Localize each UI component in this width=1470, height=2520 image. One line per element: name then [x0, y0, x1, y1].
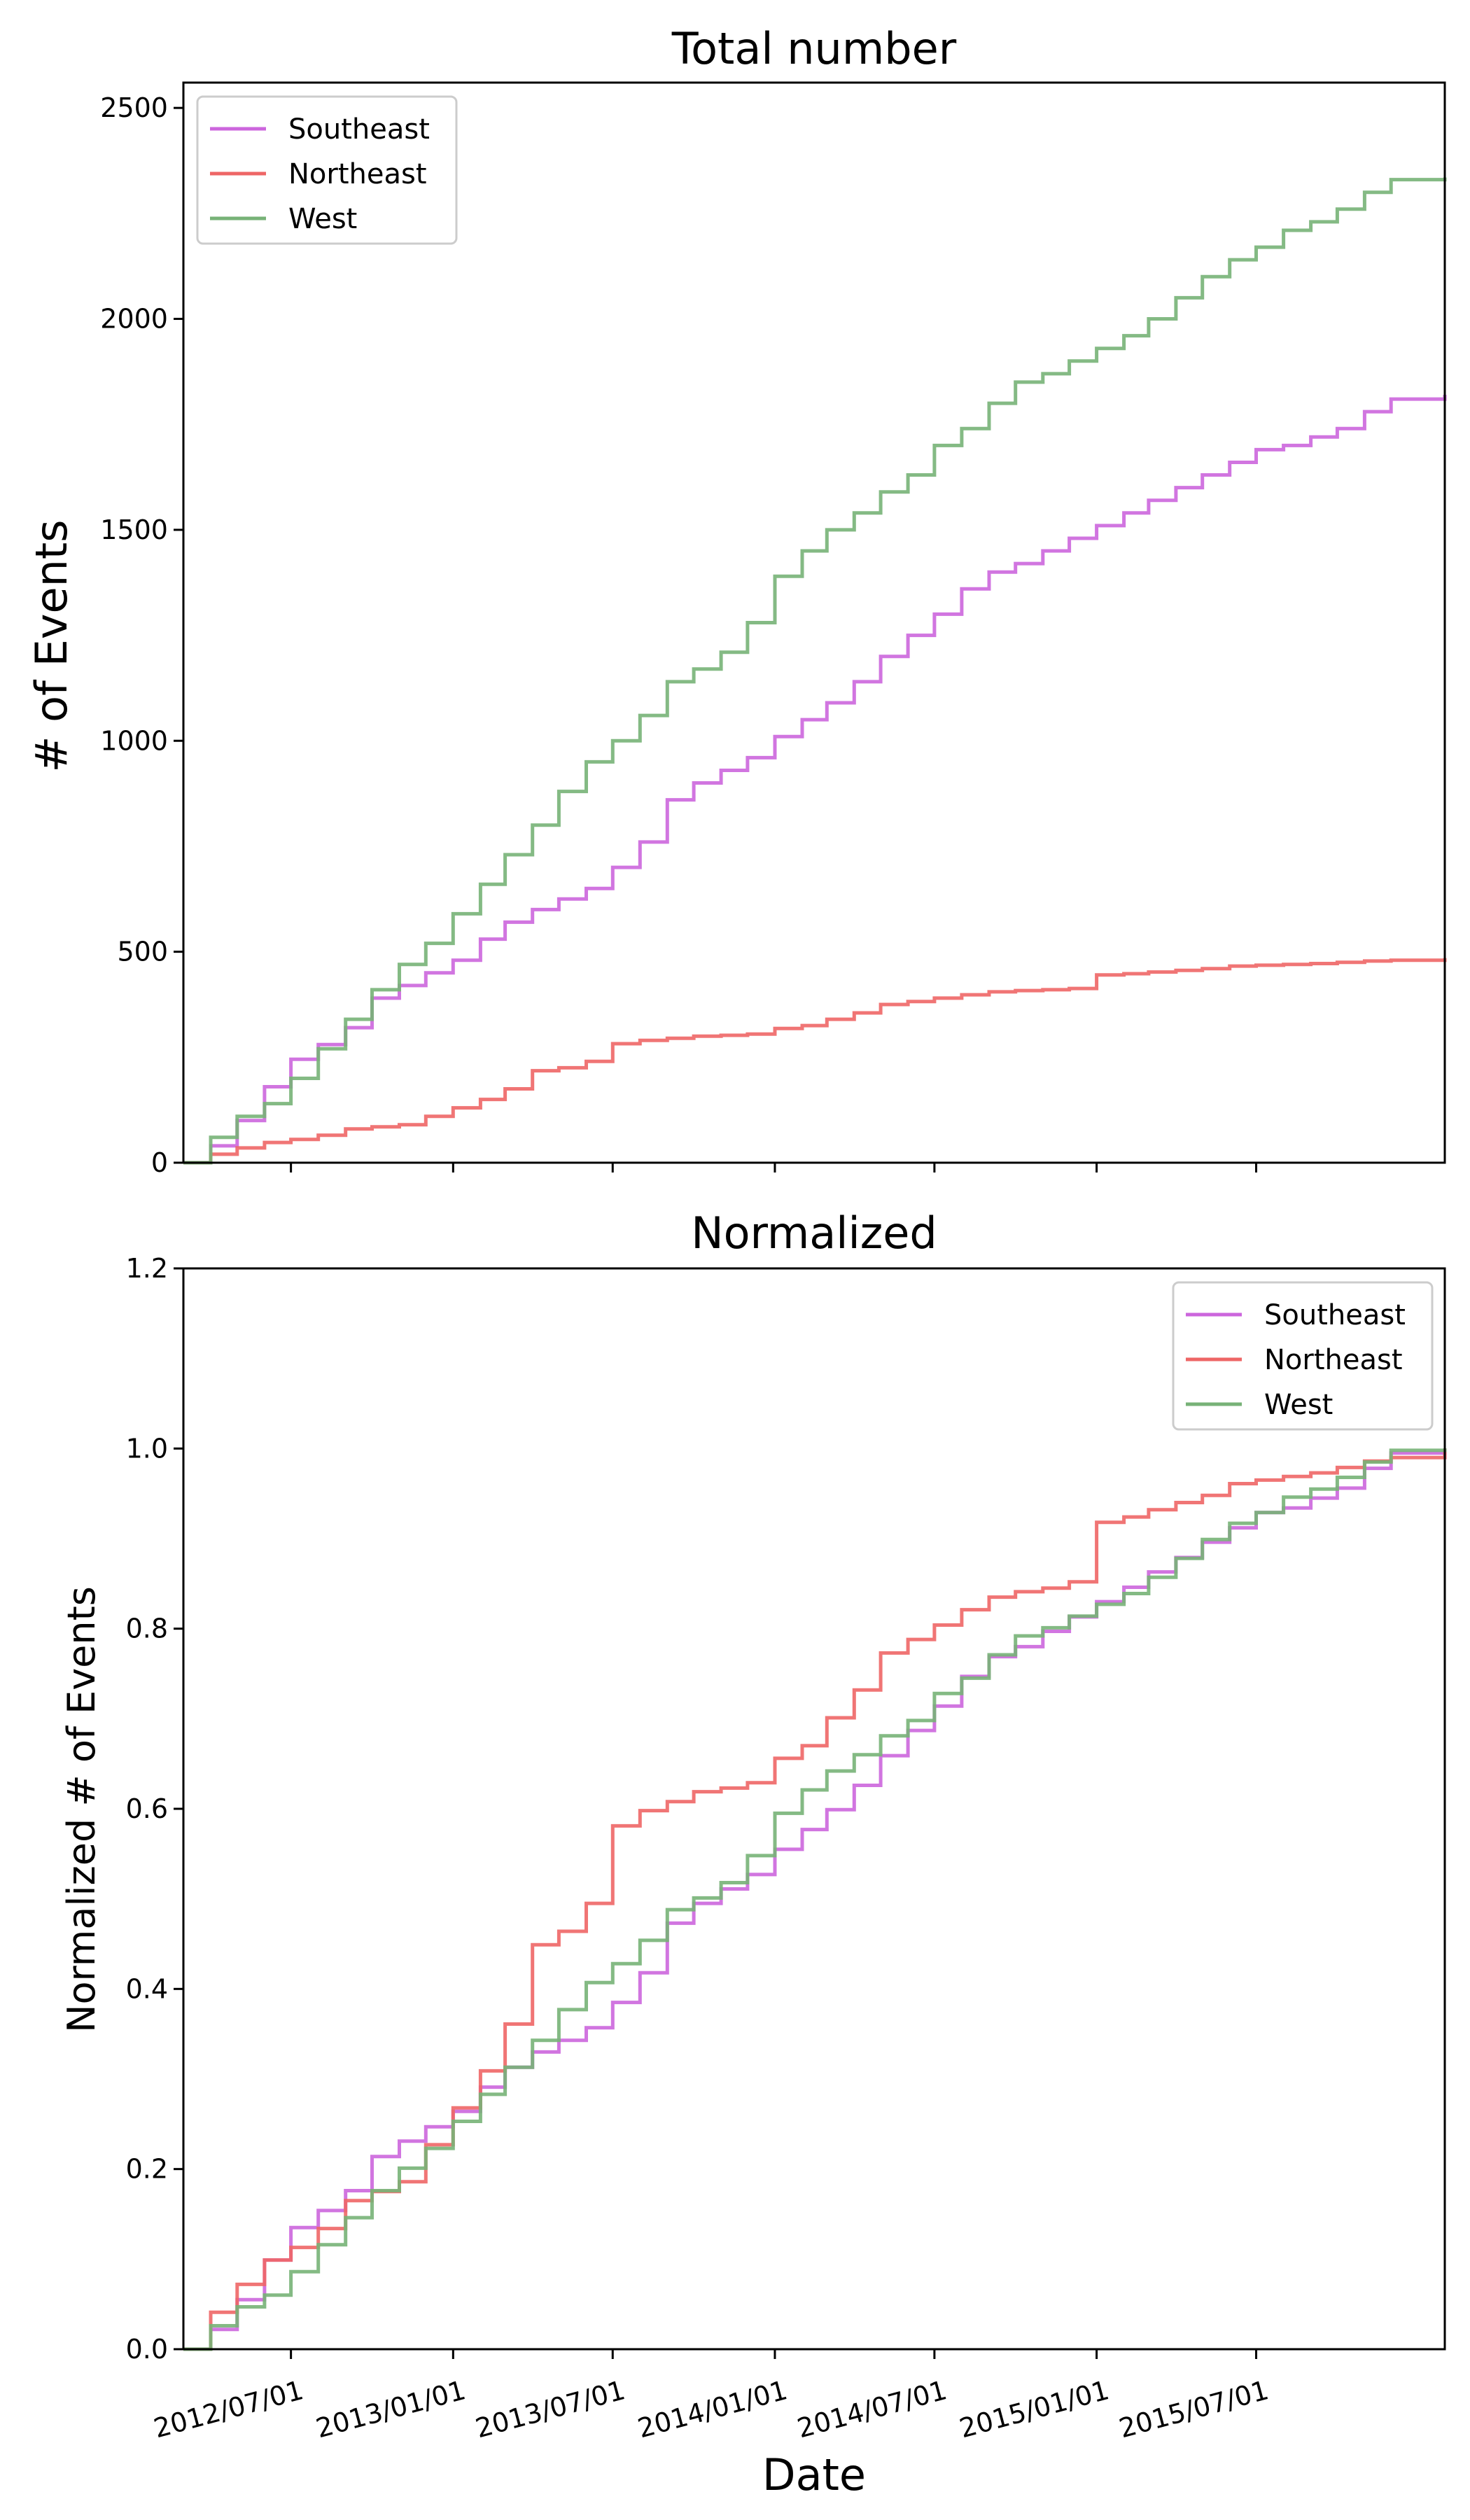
normalized-legend-label-southeast: Southeast — [1264, 1299, 1406, 1331]
total-number-y-axis-label: # of Events — [26, 519, 77, 772]
total-number-plot-frame — [182, 81, 1446, 1164]
total-number-legend: Southeast Northeast West — [196, 95, 458, 245]
total-number-legend-box — [196, 95, 458, 245]
normalized-y-tick-label: 1.0 — [126, 1433, 168, 1464]
total-number-series-line-northeast — [183, 958, 1447, 1165]
total-number-y-tick-label: 1000 — [100, 725, 168, 756]
normalized-legend-label-west: West — [1264, 1389, 1333, 1421]
normalized-y-tick-label: 1.2 — [126, 1253, 168, 1284]
total-number-series-lines — [183, 177, 1447, 1165]
normalized-y-tick-label: 0.8 — [126, 1614, 168, 1644]
total-number-y-ticks: 0 500 1000 1500 2000 2500 — [100, 92, 183, 1178]
total-number-series-line-southeast — [183, 395, 1447, 1165]
x-axis-label: Date — [762, 2449, 866, 2500]
normalized-series-line-west — [183, 1448, 1447, 2351]
total-number-y-tick-label: 2500 — [100, 92, 168, 123]
normalized-legend-box — [1172, 1281, 1434, 1431]
total-number-y-tick-label: 0 — [151, 1147, 168, 1178]
total-number-legend-label-northeast: Northeast — [288, 158, 427, 190]
total-number-panel: Total number # of Events 0 500 1000 1500 200… — [26, 23, 1447, 1178]
total-number-y-tick-label: 1500 — [100, 514, 168, 545]
total-number-y-tick-label: 2000 — [100, 304, 168, 335]
normalized-y-tick-label: 0.2 — [126, 2154, 168, 2185]
normalized-y-tick-label: 0.4 — [126, 1973, 168, 2004]
normalized-series-lines — [183, 1448, 1447, 2351]
normalized-legend: Southeast Northeast West — [1172, 1281, 1434, 1431]
total-number-series-line-west — [183, 177, 1447, 1165]
normalized-legend-label-northeast: Northeast — [1264, 1344, 1403, 1376]
total-number-legend-label-southeast: Southeast — [288, 113, 430, 146]
normalized-y-ticks: 0.0 0.2 0.4 0.6 0.8 1.0 1.2 — [126, 1253, 183, 2365]
normalized-series-line-southeast — [183, 1448, 1447, 2351]
total-number-legend-label-west: West — [288, 203, 357, 235]
total-number-title: Total number — [671, 23, 957, 74]
normalized-y-tick-label: 0.0 — [126, 2334, 168, 2365]
normalized-title: Normalized — [691, 1208, 937, 1259]
total-number-y-tick-label: 500 — [117, 937, 168, 967]
normalized-y-tick-label: 0.6 — [126, 1793, 168, 1824]
normalized-y-axis-label: Normalized # of Events — [59, 1586, 104, 2033]
normalized-plot-frame — [182, 1267, 1446, 2351]
total-number-x-ticks — [290, 1163, 1258, 1172]
